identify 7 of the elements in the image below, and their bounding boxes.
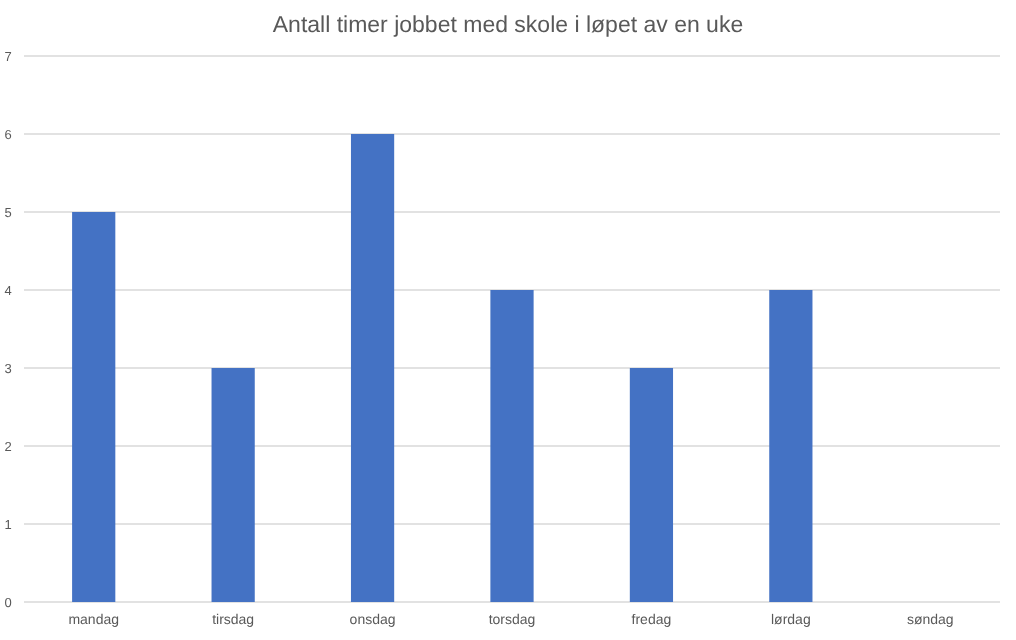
- bar: [769, 290, 813, 602]
- bar: [490, 290, 534, 602]
- bar: [211, 368, 255, 602]
- bar: [629, 368, 674, 602]
- chart-title: Antall timer jobbet med skole i løpet av en uke: [272, 14, 744, 38]
- bar: [350, 134, 395, 602]
- bar: [72, 212, 116, 602]
